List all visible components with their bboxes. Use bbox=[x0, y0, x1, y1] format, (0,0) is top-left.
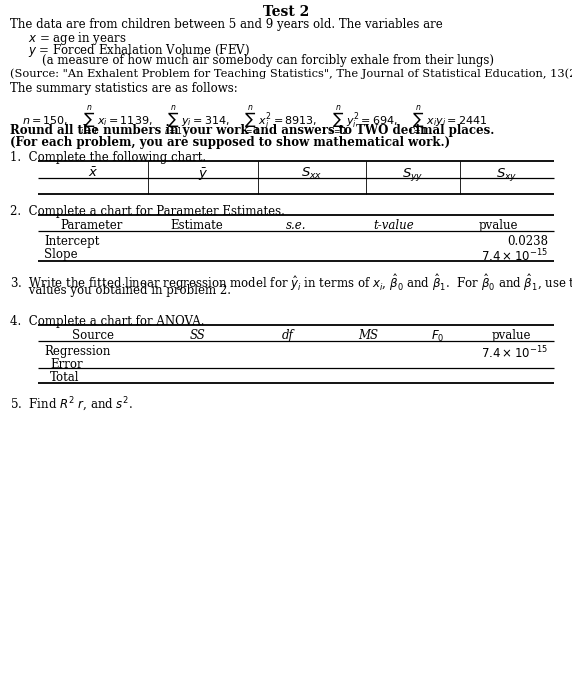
Text: Parameter: Parameter bbox=[60, 219, 122, 232]
Text: (Source: "An Exhalent Problem for Teaching Statistics", The Journal of Statistic: (Source: "An Exhalent Problem for Teachi… bbox=[10, 68, 572, 78]
Text: 0.0238: 0.0238 bbox=[507, 235, 548, 248]
Text: $S_{xy}$: $S_{xy}$ bbox=[496, 166, 518, 183]
Text: $y$ = Forced Exhalation Volume (FEV): $y$ = Forced Exhalation Volume (FEV) bbox=[28, 42, 250, 59]
Text: 5.  Find $R^2$ $r$, and $s^2$.: 5. Find $R^2$ $r$, and $s^2$. bbox=[10, 396, 133, 414]
Text: (a measure of how much air somebody can forcibly exhale from their lungs): (a measure of how much air somebody can … bbox=[42, 54, 494, 67]
Text: $\bar{y}$: $\bar{y}$ bbox=[198, 166, 208, 182]
Text: $\bar{x}$: $\bar{x}$ bbox=[88, 166, 98, 180]
Text: pvalue: pvalue bbox=[491, 329, 531, 342]
Text: 3.  Write the fitted linear regression model for $\hat{y}_i$ in terms of $x_i$, : 3. Write the fitted linear regression mo… bbox=[10, 272, 572, 293]
Text: $S_{xx}$: $S_{xx}$ bbox=[301, 166, 323, 181]
Text: 1.  Complete the following chart.: 1. Complete the following chart. bbox=[10, 151, 206, 164]
Text: Total: Total bbox=[50, 371, 80, 384]
Text: 2.  Complete a chart for Parameter Estimates.: 2. Complete a chart for Parameter Estima… bbox=[10, 205, 285, 218]
Text: $n = 150, \quad \sum_{i=1}^{n} x_i = 1139, \quad \sum_{i=1}^{n} y_i = 314, \quad: $n = 150, \quad \sum_{i=1}^{n} x_i = 113… bbox=[22, 103, 487, 138]
Text: The summary statistics are as follows:: The summary statistics are as follows: bbox=[10, 82, 238, 95]
Text: $7.4 \times 10^{-15}$: $7.4 \times 10^{-15}$ bbox=[481, 345, 548, 362]
Text: s.e.: s.e. bbox=[286, 219, 307, 232]
Text: Regression: Regression bbox=[44, 345, 110, 358]
Text: Source: Source bbox=[72, 329, 114, 342]
Text: t-value: t-value bbox=[373, 219, 414, 232]
Text: (For each problem, you are supposed to show mathematical work.): (For each problem, you are supposed to s… bbox=[10, 136, 450, 149]
Text: Test 2: Test 2 bbox=[263, 5, 309, 19]
Text: pvalue: pvalue bbox=[478, 219, 518, 232]
Text: SS: SS bbox=[190, 329, 206, 342]
Text: $S_{yy}$: $S_{yy}$ bbox=[402, 166, 424, 183]
Text: $7.4 \times 10^{-15}$: $7.4 \times 10^{-15}$ bbox=[481, 248, 548, 265]
Text: MS: MS bbox=[358, 329, 378, 342]
Text: Slope: Slope bbox=[44, 248, 78, 261]
Text: Error: Error bbox=[50, 358, 82, 371]
Text: Intercept: Intercept bbox=[44, 235, 100, 248]
Text: df: df bbox=[282, 329, 294, 342]
Text: $F_0$: $F_0$ bbox=[431, 329, 444, 344]
Text: 4.  Complete a chart for ANOVA.: 4. Complete a chart for ANOVA. bbox=[10, 315, 205, 328]
Text: $x$ = age in years: $x$ = age in years bbox=[28, 30, 126, 47]
Text: The data are from children between 5 and 9 years old. The variables are: The data are from children between 5 and… bbox=[10, 18, 443, 31]
Text: values you obtained in problem 2.: values you obtained in problem 2. bbox=[10, 284, 231, 297]
Text: Estimate: Estimate bbox=[170, 219, 223, 232]
Text: Round all the numbers in your work and answers to TWO decimal places.: Round all the numbers in your work and a… bbox=[10, 124, 494, 137]
